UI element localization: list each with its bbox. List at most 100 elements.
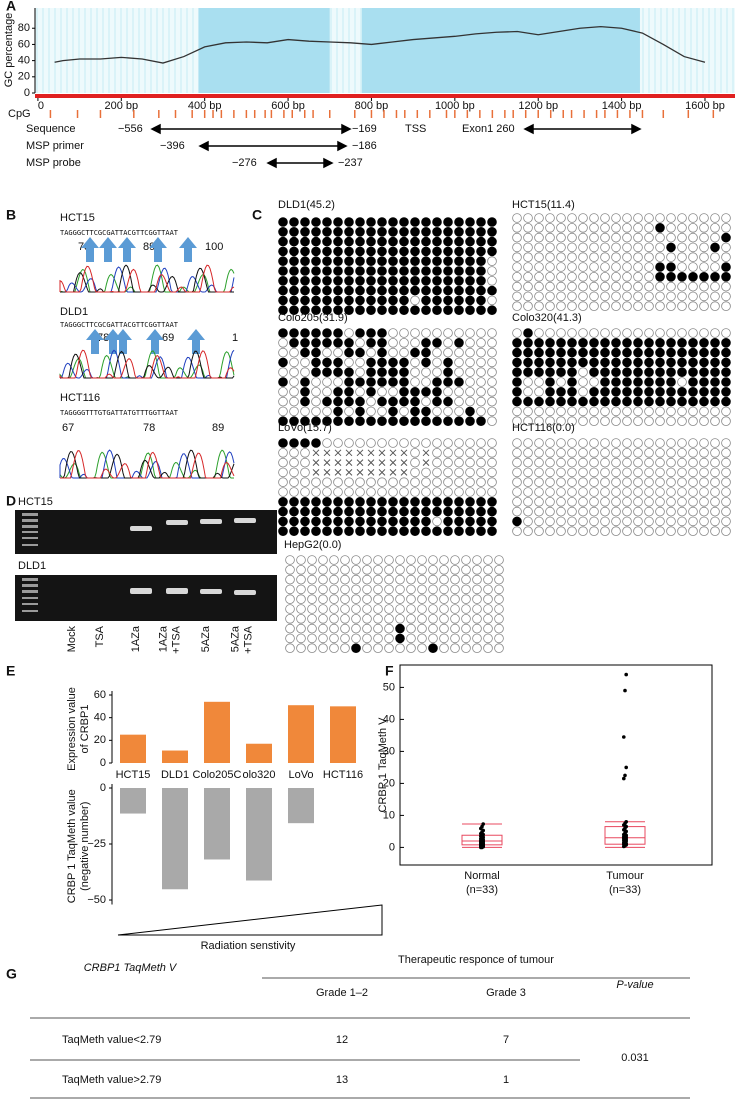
cpg-unmethylated <box>340 564 350 575</box>
cpg-methylated <box>432 377 442 387</box>
cpg-methylated <box>344 347 354 358</box>
cpg-unmethylated <box>311 477 321 488</box>
cpg-unmethylated <box>373 584 383 595</box>
cpg-unmethylated <box>589 516 599 527</box>
cpg-methylated <box>388 526 398 536</box>
cpg-methylated <box>366 506 376 517</box>
cpg-unmethylated <box>454 477 464 488</box>
cpg-methylated <box>443 246 453 257</box>
cpg-methylated <box>333 217 343 227</box>
cpg-methylated <box>278 285 288 296</box>
cpg-methylated <box>567 357 577 368</box>
cpg-unmethylated <box>578 301 588 312</box>
cpg-unmethylated <box>384 604 394 614</box>
cpg-unmethylated <box>677 213 687 223</box>
cpg-missing <box>378 469 386 476</box>
cpg-unmethylated <box>556 232 566 243</box>
cpg-unmethylated <box>622 291 632 302</box>
cpg-unmethylated <box>666 487 676 497</box>
cpg-unmethylated <box>655 477 665 488</box>
cpg-methylated <box>300 506 310 517</box>
cpg-unmethylated <box>644 467 654 478</box>
cpg-methylated <box>300 337 310 348</box>
cpg-unmethylated <box>395 643 405 653</box>
y-tick-label: 30 <box>383 745 395 757</box>
cpg-methylated <box>578 347 588 358</box>
cpg-unmethylated <box>465 357 475 368</box>
cpg-unmethylated <box>578 367 588 378</box>
cpg-unmethylated <box>556 223 566 233</box>
cpg-unmethylated <box>300 487 310 497</box>
cpg-unmethylated <box>329 555 339 565</box>
cpg-unmethylated <box>417 643 427 653</box>
cpg-methylated <box>355 256 365 267</box>
cpg-methylated <box>289 236 299 247</box>
cpg-unmethylated <box>666 213 676 223</box>
cpg-unmethylated <box>644 438 654 448</box>
cpg-unmethylated <box>688 477 698 488</box>
cpg-unmethylated <box>406 584 416 595</box>
cpg-unmethylated <box>340 604 350 614</box>
cpg-methylated <box>300 416 310 427</box>
cpg-methylated <box>311 526 321 536</box>
cpg-methylated <box>366 246 376 257</box>
cpg-methylated <box>655 262 665 272</box>
cpg-methylated <box>633 396 643 407</box>
cpg-missing <box>400 459 408 466</box>
cpg-unmethylated <box>329 643 339 653</box>
cpg-methylated <box>333 246 343 257</box>
cpg-methylated <box>476 266 486 276</box>
cpg-unmethylated <box>622 271 632 282</box>
y-tick-label: 50 <box>383 681 395 693</box>
cpg-unmethylated <box>534 406 544 417</box>
cpg-unmethylated <box>472 564 482 575</box>
cpg-unmethylated <box>710 406 720 417</box>
cpg-unmethylated <box>677 526 687 536</box>
x-tick-label: 200 bp <box>104 100 138 112</box>
cpg-unmethylated <box>666 516 676 527</box>
cpg-missing <box>334 459 342 466</box>
cpg-unmethylated <box>289 386 299 397</box>
cpg-unmethylated <box>476 386 486 397</box>
cpg-unmethylated <box>655 467 665 478</box>
cpg-unmethylated <box>278 386 288 397</box>
cpg-unmethylated <box>362 594 372 604</box>
cell: 13 <box>336 1074 348 1086</box>
cpg-unmethylated <box>289 447 299 458</box>
cpg-unmethylated <box>677 377 687 387</box>
cpg-methylated <box>410 526 420 536</box>
cpg-methylated <box>410 246 420 257</box>
cpg-methylated <box>333 386 343 397</box>
cpg-methylated <box>567 367 577 378</box>
cpg-unmethylated <box>465 477 475 488</box>
cpg-unmethylated <box>633 262 643 272</box>
cpg-unmethylated <box>567 232 577 243</box>
cpg-methylated <box>344 516 354 527</box>
cpg-methylated <box>333 416 343 427</box>
cpg-unmethylated <box>395 604 405 614</box>
cpg-unmethylated <box>461 633 471 644</box>
cpg-unmethylated <box>699 328 709 338</box>
cpg-unmethylated <box>677 223 687 233</box>
cpg-methylated <box>421 236 431 247</box>
cpg-unmethylated <box>494 594 504 604</box>
cpg-unmethylated <box>699 262 709 272</box>
point <box>624 820 628 824</box>
cpg-methylated <box>278 377 288 387</box>
cpg-unmethylated <box>410 487 420 497</box>
cpg-methylated <box>399 227 409 237</box>
cpg-unmethylated <box>688 496 698 507</box>
cpg-unmethylated <box>523 506 533 517</box>
cpg-unmethylated <box>494 584 504 595</box>
cpg-methylated <box>476 285 486 296</box>
cpg-unmethylated <box>432 477 442 488</box>
cpg-unmethylated <box>289 467 299 478</box>
cpg-unmethylated <box>523 447 533 458</box>
cpg-unmethylated <box>578 377 588 387</box>
cpg-unmethylated <box>545 477 555 488</box>
cpg-unmethylated <box>512 406 522 417</box>
cpg-methylated <box>633 377 643 387</box>
cpg-methylated <box>428 643 438 653</box>
cpg-unmethylated <box>534 506 544 517</box>
cpg-methylated <box>410 496 420 507</box>
